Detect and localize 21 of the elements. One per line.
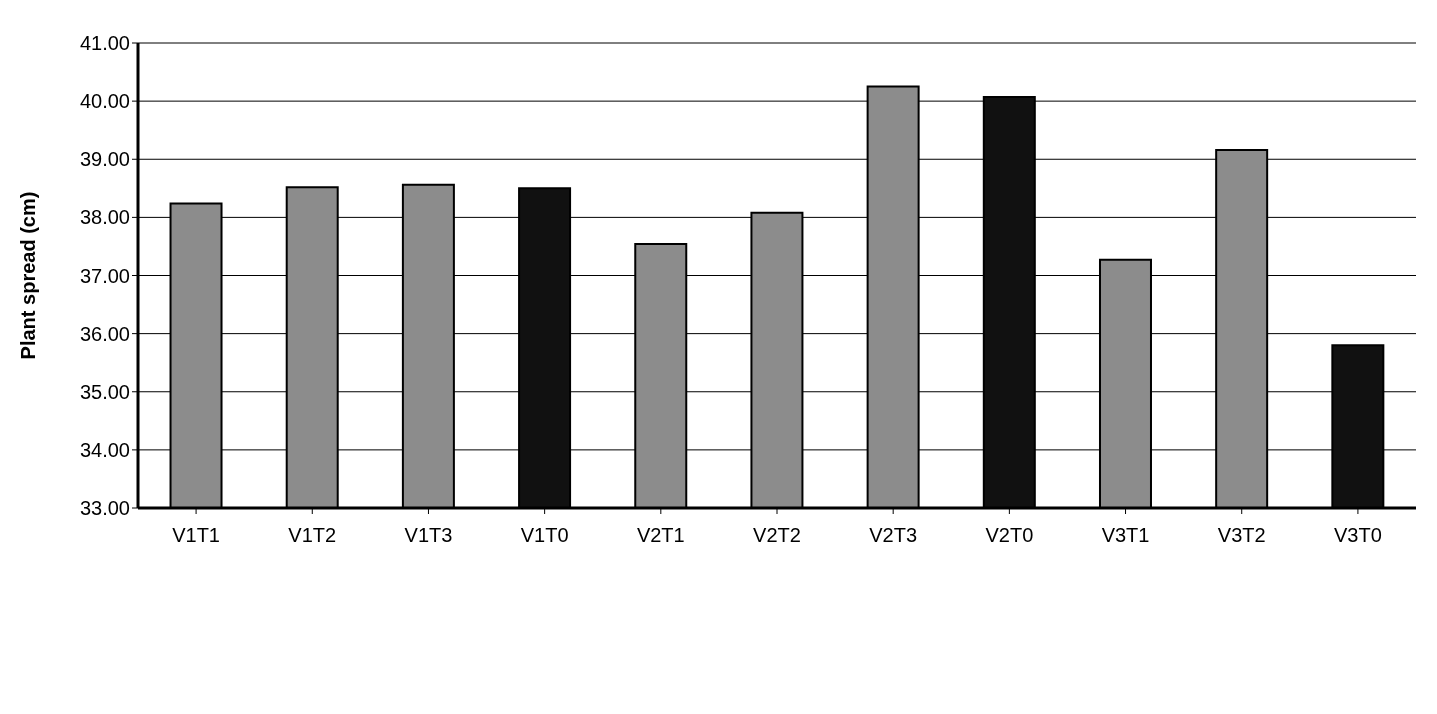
x-tick-label: V1T0: [520, 524, 569, 547]
x-tick-label: V1T3: [404, 524, 453, 547]
y-tick-label: 33.00: [79, 497, 130, 520]
y-tick-label: 41.00: [79, 32, 130, 55]
y-tick-label: 36.00: [79, 322, 130, 345]
y-axis-title: Plant spread (cm): [17, 191, 40, 360]
x-tick-label: V3T0: [1334, 524, 1382, 547]
x-tick-label: V2T2: [753, 524, 801, 547]
x-tick-label: V1T1: [172, 524, 220, 547]
x-tick-label: V1T2: [288, 524, 337, 547]
x-tick-label: V3T1: [1101, 524, 1150, 547]
y-tick-label: 35.00: [79, 380, 130, 403]
y-tick-label: 40.00: [79, 90, 130, 113]
x-tick-label: V3T2: [1217, 524, 1266, 547]
y-tick-label: 38.00: [79, 206, 130, 229]
x-tick-label: V2T1: [636, 524, 685, 547]
x-tick-label: V2T3: [869, 524, 918, 547]
y-tick-label: 39.00: [79, 148, 130, 171]
x-tick-label: V2T0: [985, 524, 1034, 547]
y-tick-label: 34.00: [79, 438, 130, 461]
y-tick-label: 37.00: [79, 264, 130, 287]
